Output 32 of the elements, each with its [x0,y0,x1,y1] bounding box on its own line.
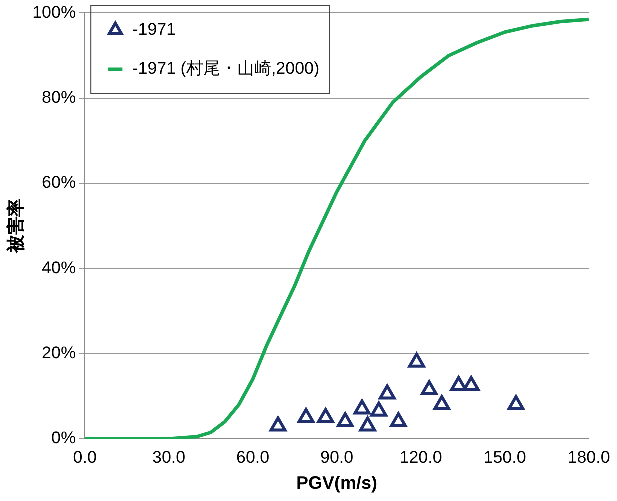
y-tick-label: 20% [42,344,76,363]
point [270,416,287,432]
legend-label: -1971 (村尾・山崎,2000) [132,59,320,78]
point [390,412,408,428]
point [508,395,525,410]
x-tick-label: 0.0 [73,448,97,467]
x-tick-label: 180.0 [568,448,610,467]
y-tick-label: 60% [42,173,76,192]
point [379,384,396,400]
y-axis-title: 被害率 [6,199,26,254]
point [462,376,480,392]
point [408,352,426,368]
y-tick-label: 40% [42,258,76,278]
point [298,408,315,424]
point [450,376,468,392]
point [354,400,371,415]
x-tick-label: 90.0 [320,448,354,467]
x-tick-label: 60.0 [236,448,270,467]
x-tick-label: 150.0 [484,448,526,467]
legend-label: -1971 [132,20,176,40]
y-tick-label: 100% [32,2,76,22]
y-tick-label: 0% [52,428,76,448]
y-tick-label: 80% [42,88,76,108]
point [317,408,334,424]
x-tick-label: 30.0 [152,448,186,467]
point [337,412,354,428]
point [434,395,450,410]
x-axis-title: PGV(m/s) [296,473,378,494]
point [370,402,388,417]
point [359,416,376,432]
point [420,380,438,396]
x-tick-label: 120.0 [400,448,442,467]
